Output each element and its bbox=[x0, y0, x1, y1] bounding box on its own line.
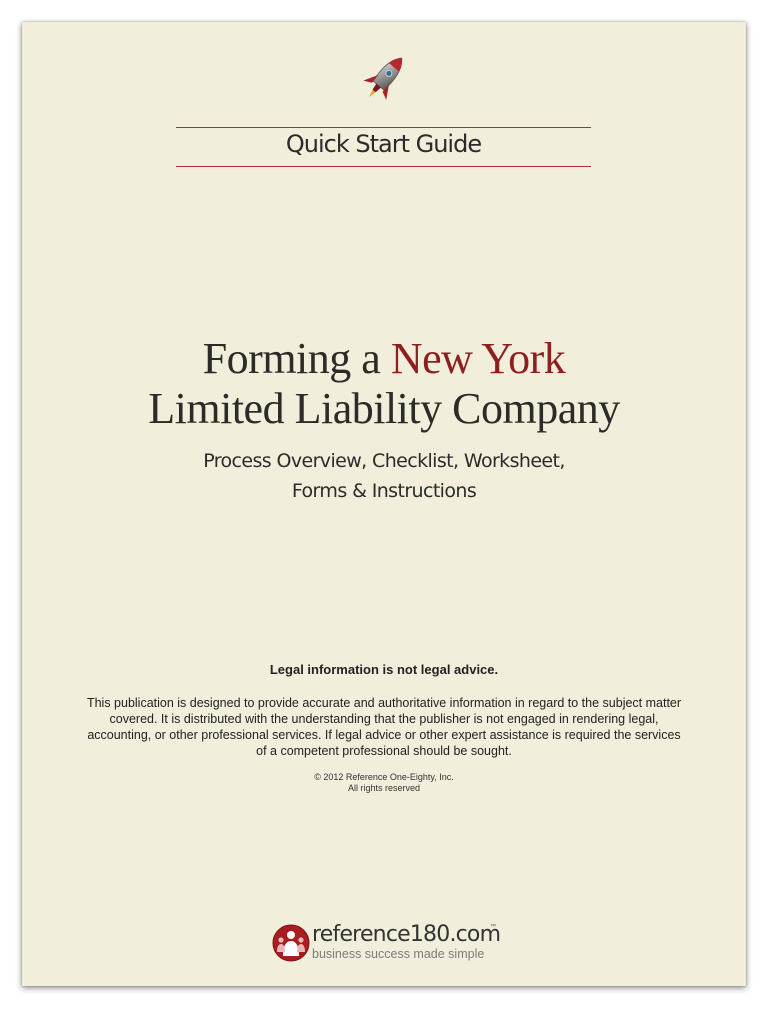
legal-disclaimer: This publication is designed to provide … bbox=[86, 696, 682, 758]
title-line-2: Limited Liability Company bbox=[148, 384, 620, 433]
copyright-line: © 2012 Reference One-Eighty, Inc. bbox=[314, 772, 454, 782]
logo-tagline: business success made simple bbox=[312, 947, 485, 961]
trademark-mark: ™ bbox=[490, 924, 496, 930]
reference180-logo-icon bbox=[272, 924, 310, 962]
guide-label: Quick Start Guide bbox=[285, 130, 482, 158]
title-accent-state: New York bbox=[390, 334, 566, 383]
cover-page: Quick Start Guide Forming a New York Lim… bbox=[22, 22, 746, 986]
subtitle-line-1: Process Overview, Checklist, Worksheet, bbox=[203, 450, 565, 472]
legal-heading: Legal information is not legal advice. bbox=[269, 662, 499, 677]
rights-line: All rights reserved bbox=[347, 783, 421, 793]
header-rule-bottom bbox=[176, 166, 591, 167]
copyright-notice: © 2012 Reference One-Eighty, Inc. All ri… bbox=[22, 772, 746, 794]
header-rule-top bbox=[176, 127, 591, 128]
title-line-1: Forming a New York bbox=[22, 334, 746, 384]
title-prefix: Forming a bbox=[202, 334, 391, 383]
subtitle-line-2: Forms & Instructions bbox=[291, 480, 477, 502]
document-subtitle: Process Overview, Checklist, Worksheet, … bbox=[22, 446, 746, 506]
publisher-logo: reference180.com ™ business success made… bbox=[272, 922, 512, 966]
rocket-icon bbox=[363, 57, 403, 100]
logo-wordmark: reference180.com bbox=[312, 922, 501, 947]
document-title: Forming a New York Limited Liability Com… bbox=[22, 334, 746, 434]
